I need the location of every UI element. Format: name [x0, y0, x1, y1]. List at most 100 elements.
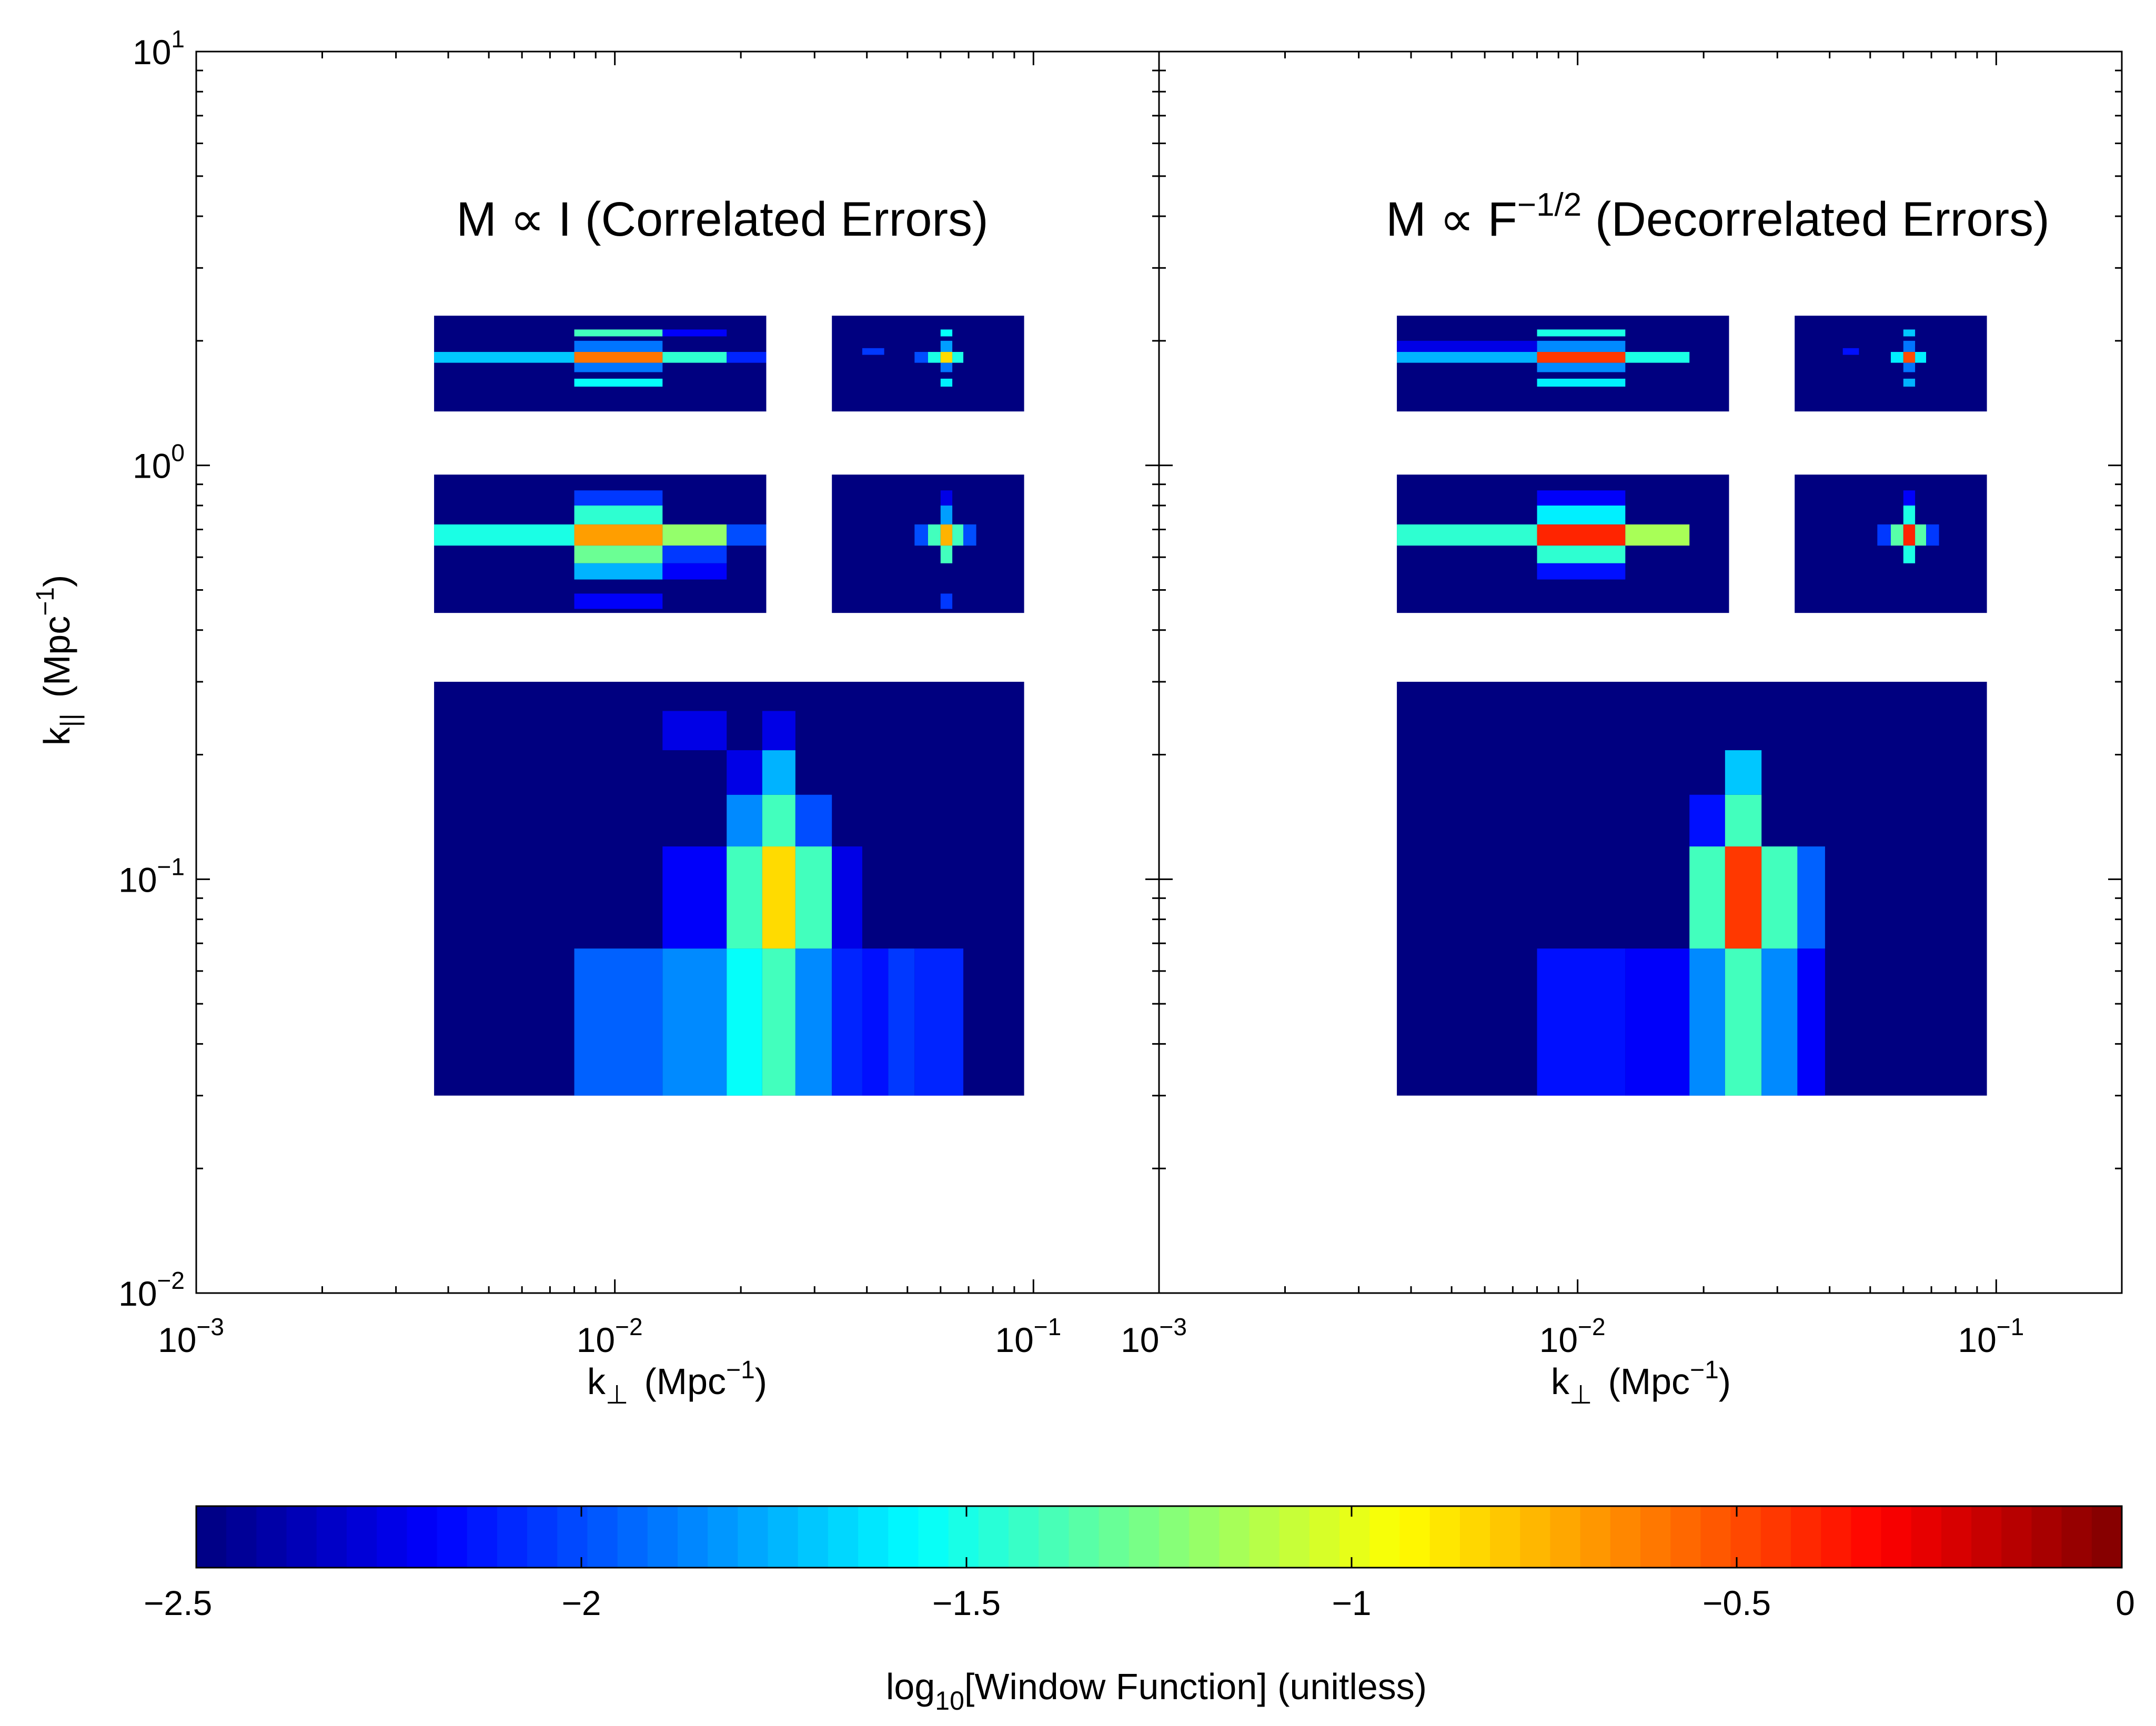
- right-mid-right-cell-1: [1890, 524, 1903, 546]
- left-mid-right-cell-0: [914, 524, 928, 546]
- left-x-tick-label-1: 10−2: [577, 1313, 643, 1359]
- right-top-left-cell-5: [1537, 362, 1626, 372]
- right-bottom-cell-5: [1797, 948, 1825, 1096]
- right-panel-title: M ∝ F−1/2 (Decorrelated Errors): [1386, 187, 2050, 246]
- colorbar-swatch-55: [1851, 1506, 1882, 1568]
- left-mid-right-cell-6: [940, 505, 953, 524]
- right-mid-left-cell-0: [1397, 524, 1537, 546]
- colorbar-swatch-13: [587, 1506, 618, 1568]
- colorbar-swatch-62: [2061, 1506, 2092, 1568]
- left-mid-left-cell-7: [662, 563, 727, 580]
- colorbar-swatch-49: [1670, 1506, 1701, 1568]
- colorbar-tick-label-5: 0: [2115, 1583, 2135, 1622]
- left-top-right-cell-8: [862, 348, 884, 355]
- right-bottom-cell-6: [1689, 846, 1725, 949]
- colorbar-swatch-1: [226, 1506, 257, 1568]
- left-top-left-cell-4: [574, 340, 663, 352]
- right-mid-right-cell-6: [1903, 505, 1916, 524]
- colorbar-tick-label-1: −2: [561, 1583, 601, 1622]
- colorbar-swatch-24: [918, 1506, 949, 1568]
- left-x-tick-label-2: 10−1: [995, 1313, 1061, 1359]
- left-top-right-window-background: [832, 316, 1024, 412]
- left-mid-right-cell-3: [952, 524, 964, 546]
- colorbar-swatch-22: [858, 1506, 889, 1568]
- right-bottom-cell-11: [1725, 794, 1762, 847]
- colorbar-swatch-31: [1129, 1506, 1160, 1568]
- colorbar-swatch-15: [647, 1506, 678, 1568]
- colorbar-swatch-9: [467, 1506, 498, 1568]
- right-mid-left-cell-6: [1537, 490, 1626, 506]
- left-top-left-cell-0: [434, 351, 575, 363]
- left-bottom-cell-15: [762, 794, 795, 847]
- right-top-right-cell-7: [1842, 348, 1859, 355]
- right-top-right-cell-2: [1915, 351, 1927, 363]
- right-bottom-cell-1: [1625, 948, 1690, 1096]
- right-mid-right-cell-2: [1903, 524, 1916, 546]
- colorbar-swatch-37: [1309, 1506, 1341, 1568]
- colorbar-swatch-44: [1520, 1506, 1551, 1568]
- left-mid-right-cell-5: [940, 546, 953, 563]
- left-top-right-cell-2: [940, 351, 953, 363]
- colorbar-label: log10[Window Function] (unitless): [886, 1666, 1427, 1715]
- left-top-right-cell-3: [952, 351, 964, 363]
- colorbar-swatch-10: [497, 1506, 528, 1568]
- left-mid-left-cell-2: [662, 524, 727, 546]
- left-top-right-cell-4: [940, 340, 953, 352]
- left-top-left-cell-1: [574, 351, 663, 363]
- left-mid-left-cell-8: [574, 505, 663, 524]
- left-bottom-cell-0: [574, 948, 663, 1096]
- colorbar-swatch-50: [1700, 1506, 1731, 1568]
- colorbar-swatch-14: [617, 1506, 648, 1568]
- right-panel-title-superscript: −1/2: [1517, 187, 1581, 223]
- colorbar-swatch-54: [1821, 1506, 1852, 1568]
- right-x-tick-label-1: 10−2: [1539, 1313, 1606, 1359]
- colorbar-swatch-20: [798, 1506, 829, 1568]
- colorbar-swatch-33: [1189, 1506, 1220, 1568]
- colorbar-swatch-52: [1760, 1506, 1791, 1568]
- colorbar-swatch-12: [557, 1506, 588, 1568]
- colorbar-swatch-0: [196, 1506, 227, 1568]
- colorbar-frame: [195, 1505, 2123, 1569]
- left-top-left-cell-8: [662, 329, 727, 337]
- right-axes-frame: [1158, 51, 2123, 1294]
- colorbar-tick-label-3: −1: [1332, 1583, 1371, 1622]
- colorbar: −2.5 −2 −1.5 −1 −0.5 0: [144, 1505, 2135, 1622]
- colorbar-swatch-41: [1429, 1506, 1460, 1568]
- left-mid-left-cell-5: [662, 546, 727, 563]
- colorbar-swatch-40: [1399, 1506, 1430, 1568]
- colorbar-swatch-35: [1249, 1506, 1280, 1568]
- right-bottom-cell-2: [1689, 948, 1725, 1096]
- left-bottom-cell-1: [662, 948, 727, 1096]
- left-bottom-cell-4: [795, 948, 832, 1096]
- left-bottom-cell-17: [727, 750, 762, 795]
- left-bottom-cell-10: [727, 846, 762, 949]
- colorbar-swatch-27: [1009, 1506, 1040, 1568]
- left-top-right-cell-5: [940, 362, 953, 372]
- y-tick-label-0: 10−2: [118, 1267, 185, 1313]
- svg-text:k||(Mpc−1): k||(Mpc−1): [32, 575, 85, 746]
- left-bottom-cell-2: [727, 948, 762, 1096]
- left-mid-right-cell-8: [940, 593, 953, 609]
- left-mid-left-cell-6: [574, 563, 663, 580]
- colorbar-swatch-26: [978, 1506, 1010, 1568]
- right-top-right-cell-1: [1903, 351, 1916, 363]
- colorbar-swatch-5: [346, 1506, 378, 1568]
- y-tick-label-3: 101: [133, 25, 185, 72]
- colorbar-swatch-60: [2001, 1506, 2032, 1568]
- left-mid-left-cell-9: [574, 490, 663, 506]
- colorbar-swatch-28: [1039, 1506, 1070, 1568]
- y-tick-label-1: 10−1: [118, 853, 185, 899]
- colorbar-swatch-58: [1941, 1506, 1972, 1568]
- left-mid-left-cell-3: [727, 524, 767, 546]
- left-top-left-cell-6: [574, 329, 663, 337]
- right-top-left-cell-3: [1397, 340, 1537, 352]
- left-x-axis-label: k⊥ (Mpc−1): [587, 1356, 767, 1409]
- colorbar-swatch-34: [1219, 1506, 1250, 1568]
- left-mid-right-cell-2: [940, 524, 953, 546]
- right-mid-left-cell-5: [1537, 505, 1626, 524]
- left-mid-left-cell-4: [574, 546, 663, 563]
- colorbar-swatch-30: [1099, 1506, 1130, 1568]
- right-top-left-cell-7: [1537, 378, 1626, 387]
- right-top-left-cell-4: [1537, 340, 1626, 352]
